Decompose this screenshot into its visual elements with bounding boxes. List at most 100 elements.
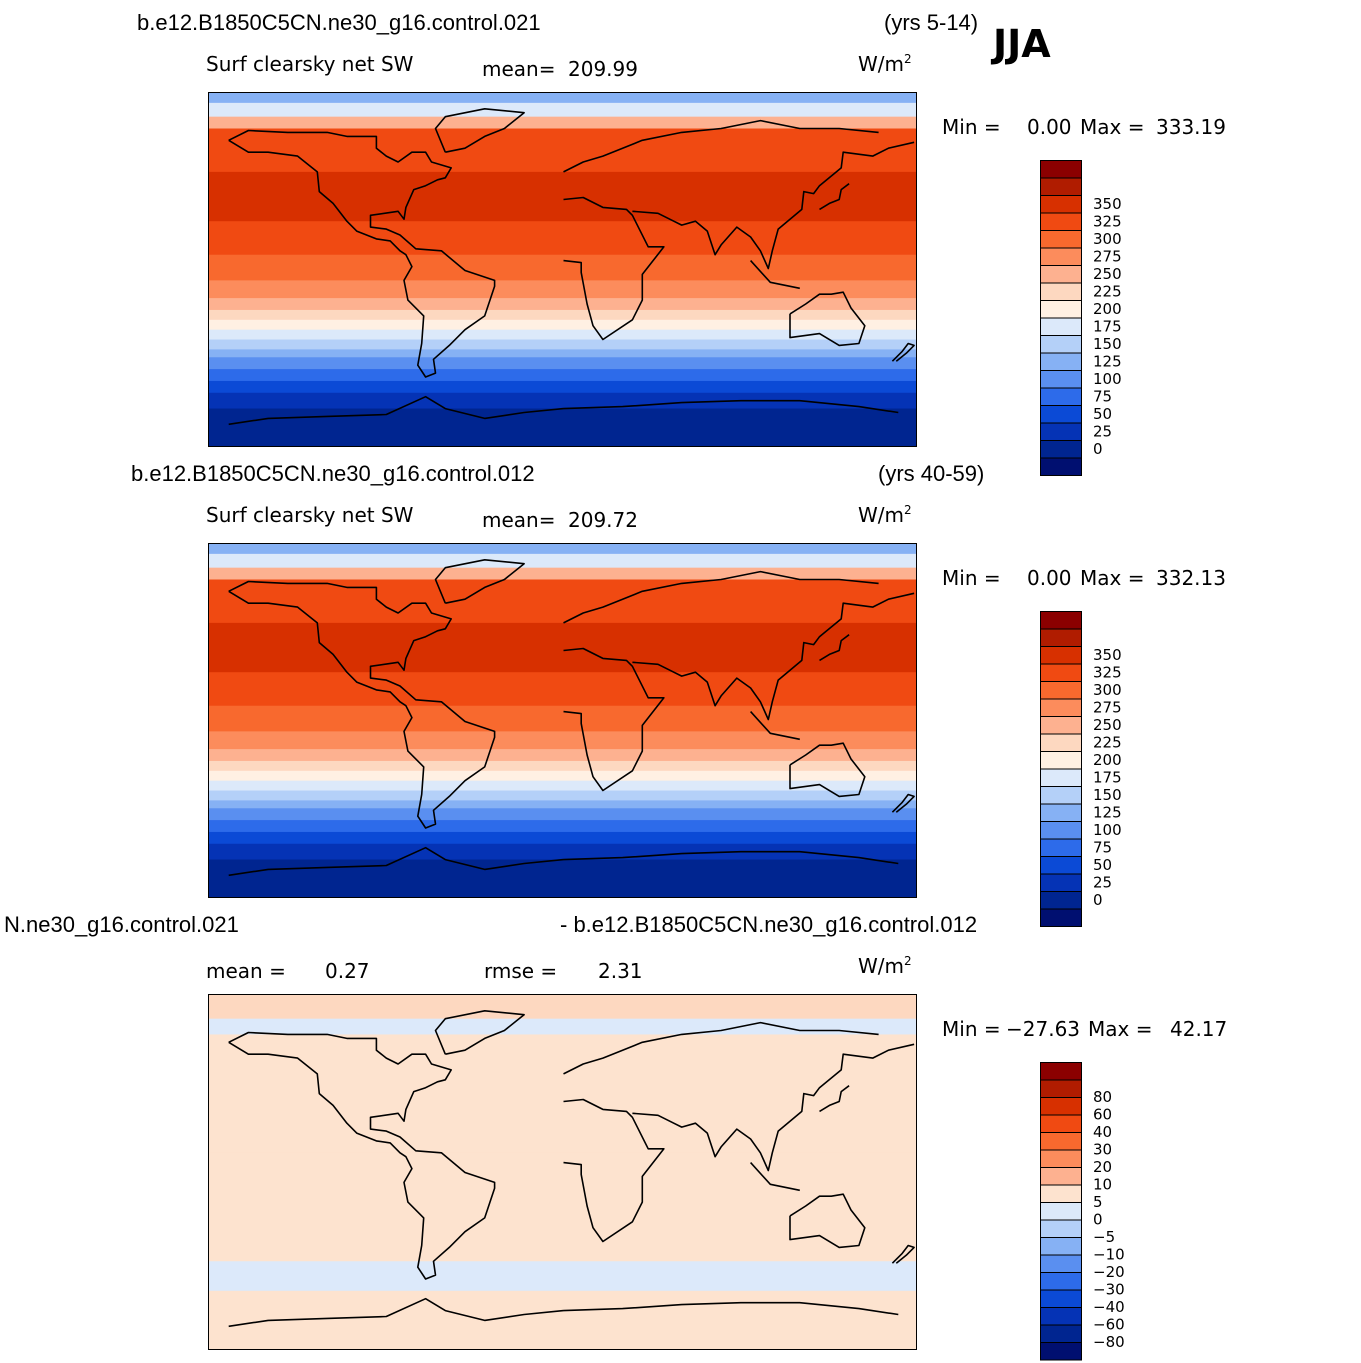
map-field-band — [209, 1018, 916, 1036]
panel3-mean-label: mean = — [206, 959, 286, 983]
map-field-band — [209, 544, 916, 555]
colorbar-swatch — [1040, 247, 1082, 266]
colorbar-swatch — [1040, 856, 1082, 875]
season-label: JJA — [993, 22, 1051, 66]
map-field-band — [209, 148, 916, 173]
map-field-band — [209, 1034, 916, 1154]
colorbar-level-label: 125 — [1093, 803, 1122, 821]
colorbar-level-label: 50 — [1093, 856, 1112, 874]
colorbar-swatch — [1040, 230, 1082, 249]
colorbar-level-label: 0 — [1093, 1211, 1103, 1229]
panel3-rmse-value: 2.31 — [598, 959, 643, 983]
map-field-band — [209, 820, 916, 833]
panel3-rmse-label: rmse = — [484, 959, 558, 983]
coastline — [891, 793, 915, 813]
map-field-band — [209, 280, 916, 299]
panel3-colorbar: 80 60 40 30 20 10 5 0 −5 −10 −20 −30 −40 −60 −80 — [1040, 1062, 1140, 1362]
colorbar-level-label: 40 — [1093, 1123, 1112, 1141]
coastline — [750, 1162, 800, 1192]
coastline — [632, 1043, 915, 1172]
panel2-variable: Surf clearsky net SW — [206, 503, 414, 527]
colorbar-swatch — [1040, 212, 1082, 231]
coastline — [891, 342, 915, 362]
colorbar-swatch — [1040, 681, 1082, 700]
colorbar-level-label: 25 — [1093, 873, 1112, 891]
coastline — [819, 634, 850, 662]
colorbar-level-label: 5 — [1093, 1193, 1103, 1211]
colorbar-level-label: 10 — [1093, 1176, 1112, 1194]
map-field-band — [209, 171, 916, 222]
colorbar-level-label: −60 — [1093, 1316, 1125, 1334]
colorbar-level-label: 200 — [1093, 751, 1122, 769]
colorbar-swatch — [1040, 282, 1082, 301]
colorbar-swatch — [1040, 317, 1082, 336]
colorbar-level-label: 250 — [1093, 265, 1122, 283]
colorbar-level-label: 0 — [1093, 891, 1103, 909]
panel1-min-value: 0.00 — [1027, 115, 1072, 139]
colorbar-level-label: 275 — [1093, 247, 1122, 265]
colorbar-swatch — [1040, 838, 1082, 857]
panel3-min-value: −27.63 — [1006, 1017, 1081, 1041]
colorbar-level-label: −30 — [1093, 1281, 1125, 1299]
colorbar-swatch — [1040, 1202, 1082, 1221]
colorbar-swatch — [1040, 352, 1082, 371]
panel3-case-title-right: - b.e12.B1850C5CN.ne30_g16.control.012 — [560, 912, 978, 937]
coastline — [228, 1297, 899, 1328]
map-field-band — [209, 319, 916, 331]
panel1-variable: Surf clearsky net SW — [206, 52, 414, 76]
colorbar-level-label: −5 — [1093, 1228, 1115, 1246]
colorbar-swatch — [1040, 457, 1082, 476]
map-field-band — [209, 622, 916, 673]
map-field-band — [209, 128, 916, 149]
panel3-mean-value: 0.27 — [325, 959, 370, 983]
colorbar-level-label: 0 — [1093, 440, 1103, 458]
map-field-band — [209, 995, 916, 1020]
map-field-band — [209, 116, 916, 130]
colorbar-level-label: 175 — [1093, 768, 1122, 786]
colorbar-level-label: 350 — [1093, 646, 1122, 664]
panel1-max-value: 333.19 — [1156, 115, 1226, 139]
panel2-colorbar: 350 325 300 275 250 225 200 175 150 125 100 75 50 25 0 — [1040, 611, 1140, 928]
map-field-band — [209, 770, 916, 782]
colorbar-swatch — [1040, 1254, 1082, 1273]
coastline — [750, 260, 800, 290]
coastline — [789, 1193, 866, 1249]
map-field-band — [209, 567, 916, 581]
colorbar-level-label: 150 — [1093, 786, 1122, 804]
coastline — [891, 1244, 915, 1264]
coastline — [563, 647, 665, 792]
panel1-colorbar: 350 325 300 275 250 225 200 175 150 125 100 75 50 25 0 — [1040, 160, 1140, 477]
coastline — [563, 196, 665, 341]
map-field-band — [209, 808, 916, 821]
panel2-min-label: Min = — [942, 566, 1001, 590]
map-field-band — [209, 357, 916, 370]
map-field-band — [209, 298, 916, 311]
colorbar-swatch — [1040, 698, 1082, 717]
colorbar-swatch — [1040, 195, 1082, 214]
colorbar-level-label: 50 — [1093, 405, 1112, 423]
map-field-band — [209, 380, 916, 394]
colorbar-level-label: 80 — [1093, 1088, 1112, 1106]
map-field-band — [209, 1152, 916, 1193]
colorbar-swatch — [1040, 873, 1082, 892]
colorbar-swatch — [1040, 387, 1082, 406]
colorbar-swatch — [1040, 265, 1082, 284]
coastline — [228, 1031, 496, 1280]
colorbar-level-label: −20 — [1093, 1263, 1125, 1281]
colorbar-level-label: 325 — [1093, 663, 1122, 681]
colorbar-swatch — [1040, 160, 1082, 179]
map-field-band — [209, 843, 916, 861]
colorbar-level-label: 100 — [1093, 821, 1122, 839]
colorbar-level-label: −40 — [1093, 1298, 1125, 1316]
map-field-band — [209, 1314, 916, 1349]
coastline — [632, 592, 915, 721]
colorbar-swatch — [1040, 1272, 1082, 1291]
panel2-mean-label: mean= — [482, 508, 556, 532]
colorbar-swatch — [1040, 422, 1082, 441]
panel1-map — [208, 92, 917, 447]
colorbar-swatch — [1040, 1219, 1082, 1238]
colorbar-swatch — [1040, 646, 1082, 665]
map-field-band — [209, 800, 916, 809]
colorbar-level-label: 60 — [1093, 1106, 1112, 1124]
colorbar-swatch — [1040, 1149, 1082, 1168]
